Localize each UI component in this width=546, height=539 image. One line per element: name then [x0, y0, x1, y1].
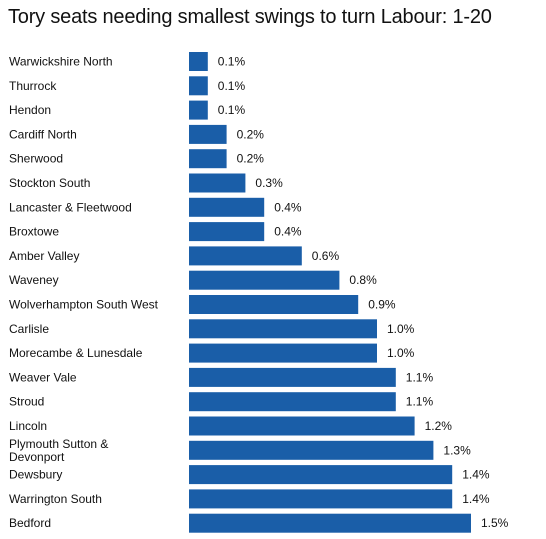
category-label: Carlisle [9, 322, 49, 336]
bar [189, 246, 302, 266]
bar [189, 416, 415, 436]
bar [189, 197, 265, 217]
value-label: 0.1% [218, 79, 246, 93]
value-label: 0.9% [368, 298, 396, 312]
value-label: 1.5% [481, 516, 509, 530]
value-label: 0.2% [237, 152, 265, 166]
value-label: 1.4% [462, 492, 490, 506]
value-label: 0.4% [274, 200, 302, 214]
category-label: Sherwood [9, 152, 63, 166]
value-label: 1.1% [406, 395, 434, 409]
bar [189, 270, 340, 290]
bar [189, 513, 471, 533]
category-label: Cardiff North [9, 127, 77, 141]
value-label: 0.3% [255, 176, 283, 190]
bar [189, 465, 453, 485]
category-label: Warwickshire North [9, 55, 113, 69]
category-label: Waveney [9, 273, 59, 287]
bar [189, 295, 359, 314]
bar [189, 367, 396, 387]
category-label: Lancaster & Fleetwood [9, 200, 132, 214]
category-label: Broxtowe [9, 225, 59, 239]
category-label: Stockton South [9, 176, 90, 190]
bar [189, 149, 227, 169]
category-label: Dewsbury [9, 468, 62, 482]
category-label: Thurrock [9, 79, 57, 93]
bar [189, 440, 434, 460]
category-label: Plymouth Sutton & Devonport [9, 437, 108, 464]
category-label: Hendon [9, 103, 51, 117]
category-label: Stroud [9, 395, 44, 409]
value-label: 1.0% [387, 346, 415, 360]
bar [189, 100, 208, 120]
category-label: Bedford [9, 516, 51, 530]
category-label: Morecambe & Lunesdale [9, 346, 143, 360]
value-label: 1.0% [387, 322, 415, 336]
value-label: 1.4% [462, 468, 490, 482]
value-label: 1.1% [406, 370, 434, 384]
category-label: Wolverhampton South West [9, 298, 159, 312]
chart-title: Tory seats needing smallest swings to tu… [8, 6, 492, 28]
value-label: 0.2% [237, 127, 265, 141]
value-label: 0.1% [218, 55, 246, 69]
bar [189, 173, 246, 193]
bar [189, 392, 396, 412]
value-label: 0.1% [218, 103, 246, 117]
value-label: 1.2% [425, 419, 453, 433]
bar [189, 489, 453, 509]
value-label: 0.8% [349, 273, 377, 287]
value-label: 1.3% [443, 443, 471, 457]
bar [189, 52, 208, 71]
value-label: 0.6% [312, 249, 340, 263]
bar [189, 343, 377, 363]
bar [189, 222, 265, 242]
bar [189, 76, 208, 96]
category-label: Warrington South [9, 492, 102, 506]
category-label: Weaver Vale [9, 370, 77, 384]
category-label: Lincoln [9, 419, 47, 433]
bar [189, 124, 227, 144]
bar [189, 319, 377, 339]
category-label: Amber Valley [9, 249, 79, 263]
value-label: 0.4% [274, 225, 302, 239]
